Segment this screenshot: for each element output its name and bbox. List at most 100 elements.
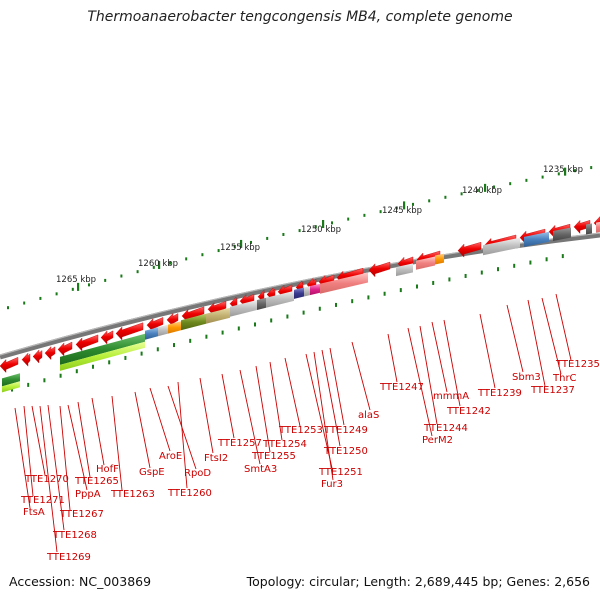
minor-tick xyxy=(557,172,560,176)
gene-arrow xyxy=(0,357,19,374)
minor-tick xyxy=(379,210,382,214)
inner-tick xyxy=(367,295,370,300)
inner-tick xyxy=(448,277,451,282)
gene-arrow xyxy=(368,261,391,278)
leader-line xyxy=(23,405,34,497)
gene-label: FtsA xyxy=(23,507,45,518)
leader-line xyxy=(305,353,333,469)
inner-tick xyxy=(561,254,564,259)
minor-tick xyxy=(152,265,155,269)
feature-bar xyxy=(2,373,20,387)
feature-bar xyxy=(320,272,368,294)
gene-label: TTE1251 xyxy=(318,467,363,478)
leader-line xyxy=(199,377,214,454)
leader-line xyxy=(14,407,31,509)
inner-tick xyxy=(124,355,127,360)
minor-tick xyxy=(136,270,139,274)
feature-bar xyxy=(266,290,294,308)
feature-bar xyxy=(435,253,444,265)
leader-line xyxy=(67,404,88,491)
gene-arrow xyxy=(44,346,56,361)
minor-tick xyxy=(347,217,350,221)
gene-label: TTE1244 xyxy=(423,423,468,434)
gene-label: TTE1255 xyxy=(251,451,296,462)
leader-line xyxy=(111,395,123,491)
major-tick xyxy=(322,219,325,228)
feature-bar xyxy=(145,327,158,340)
minor-tick xyxy=(574,169,576,173)
feature-bar xyxy=(416,256,435,270)
feature-bar xyxy=(483,237,520,256)
gene-label: TTE1271 xyxy=(20,495,65,506)
feature-bar xyxy=(396,263,413,277)
gene-label: TTE1263 xyxy=(110,489,155,500)
gene-label: Fur3 xyxy=(321,479,343,490)
feature-bars xyxy=(2,221,600,393)
gene-arrow xyxy=(573,219,591,234)
gene-label: alaS xyxy=(358,410,379,421)
leader-line xyxy=(39,405,58,553)
scale-label: 1260 kbp xyxy=(138,259,178,269)
minor-tick xyxy=(444,195,447,199)
leader-line xyxy=(479,313,496,389)
feature-bar xyxy=(158,324,168,337)
inner-tick xyxy=(270,318,273,323)
gene-label: TTE1265 xyxy=(74,476,119,487)
feature-bar xyxy=(60,333,145,365)
gene-labels: TTE1235 ThrC TTE1237 Sbm3 TTE1239 TTE124… xyxy=(20,359,600,563)
minor-tick xyxy=(395,206,398,210)
inner-tick xyxy=(221,330,224,335)
feature-bar xyxy=(586,223,592,235)
gene-label: TTE1235 xyxy=(555,359,600,370)
leader-line xyxy=(431,321,448,393)
major-tick xyxy=(77,282,80,291)
major-tick xyxy=(158,260,161,269)
gene-label: PppA xyxy=(75,489,101,500)
gene-label: TTE1247 xyxy=(379,382,424,393)
inner-tick xyxy=(43,378,46,383)
gene-label: TTE1257 xyxy=(217,438,262,449)
inner-tick xyxy=(545,257,548,262)
gene-arrow xyxy=(457,241,482,258)
inner-tick xyxy=(140,351,143,356)
minor-tick xyxy=(88,283,90,287)
leader-line xyxy=(149,387,171,452)
minor-tick xyxy=(201,253,204,257)
gene-arrow xyxy=(32,349,43,364)
gene-arrow xyxy=(115,322,144,341)
minor-tick xyxy=(509,182,512,186)
minor-tick xyxy=(104,278,107,282)
minor-tick xyxy=(23,301,26,305)
leader-line xyxy=(221,373,235,439)
minor-tick xyxy=(71,287,74,291)
leader-line xyxy=(419,325,438,425)
gene-label: HofF xyxy=(96,464,119,475)
feature-bar xyxy=(257,297,266,310)
inner-tick xyxy=(335,302,337,307)
gene-label: RpoD xyxy=(184,468,211,479)
gene-label: TTE1254 xyxy=(262,439,307,450)
inner-tick xyxy=(529,260,532,265)
scale-label: 1250 kbp xyxy=(301,225,341,235)
feature-bar xyxy=(2,381,20,393)
minor-tick xyxy=(169,261,171,265)
leader-line xyxy=(31,405,46,476)
gene-label: ThrC xyxy=(552,373,577,384)
inner-tick xyxy=(383,291,386,296)
leader-line xyxy=(167,385,197,470)
major-tick xyxy=(403,201,406,210)
gene-arrow xyxy=(75,334,99,352)
inner-tick xyxy=(497,267,499,272)
inner-tick xyxy=(513,263,516,268)
genome-summary: Topology: circular; Length: 2,689,445 bp… xyxy=(246,574,590,589)
feature-bar xyxy=(181,313,206,331)
coordinate-ticks xyxy=(7,166,593,392)
gene-label: TTE1269 xyxy=(46,552,91,563)
leader-line xyxy=(351,341,371,411)
inner-tick xyxy=(480,270,483,275)
inner-tick xyxy=(286,314,289,319)
minor-tick xyxy=(282,232,285,236)
minor-tick xyxy=(217,249,220,253)
gene-label: TTE1249 xyxy=(323,425,368,436)
